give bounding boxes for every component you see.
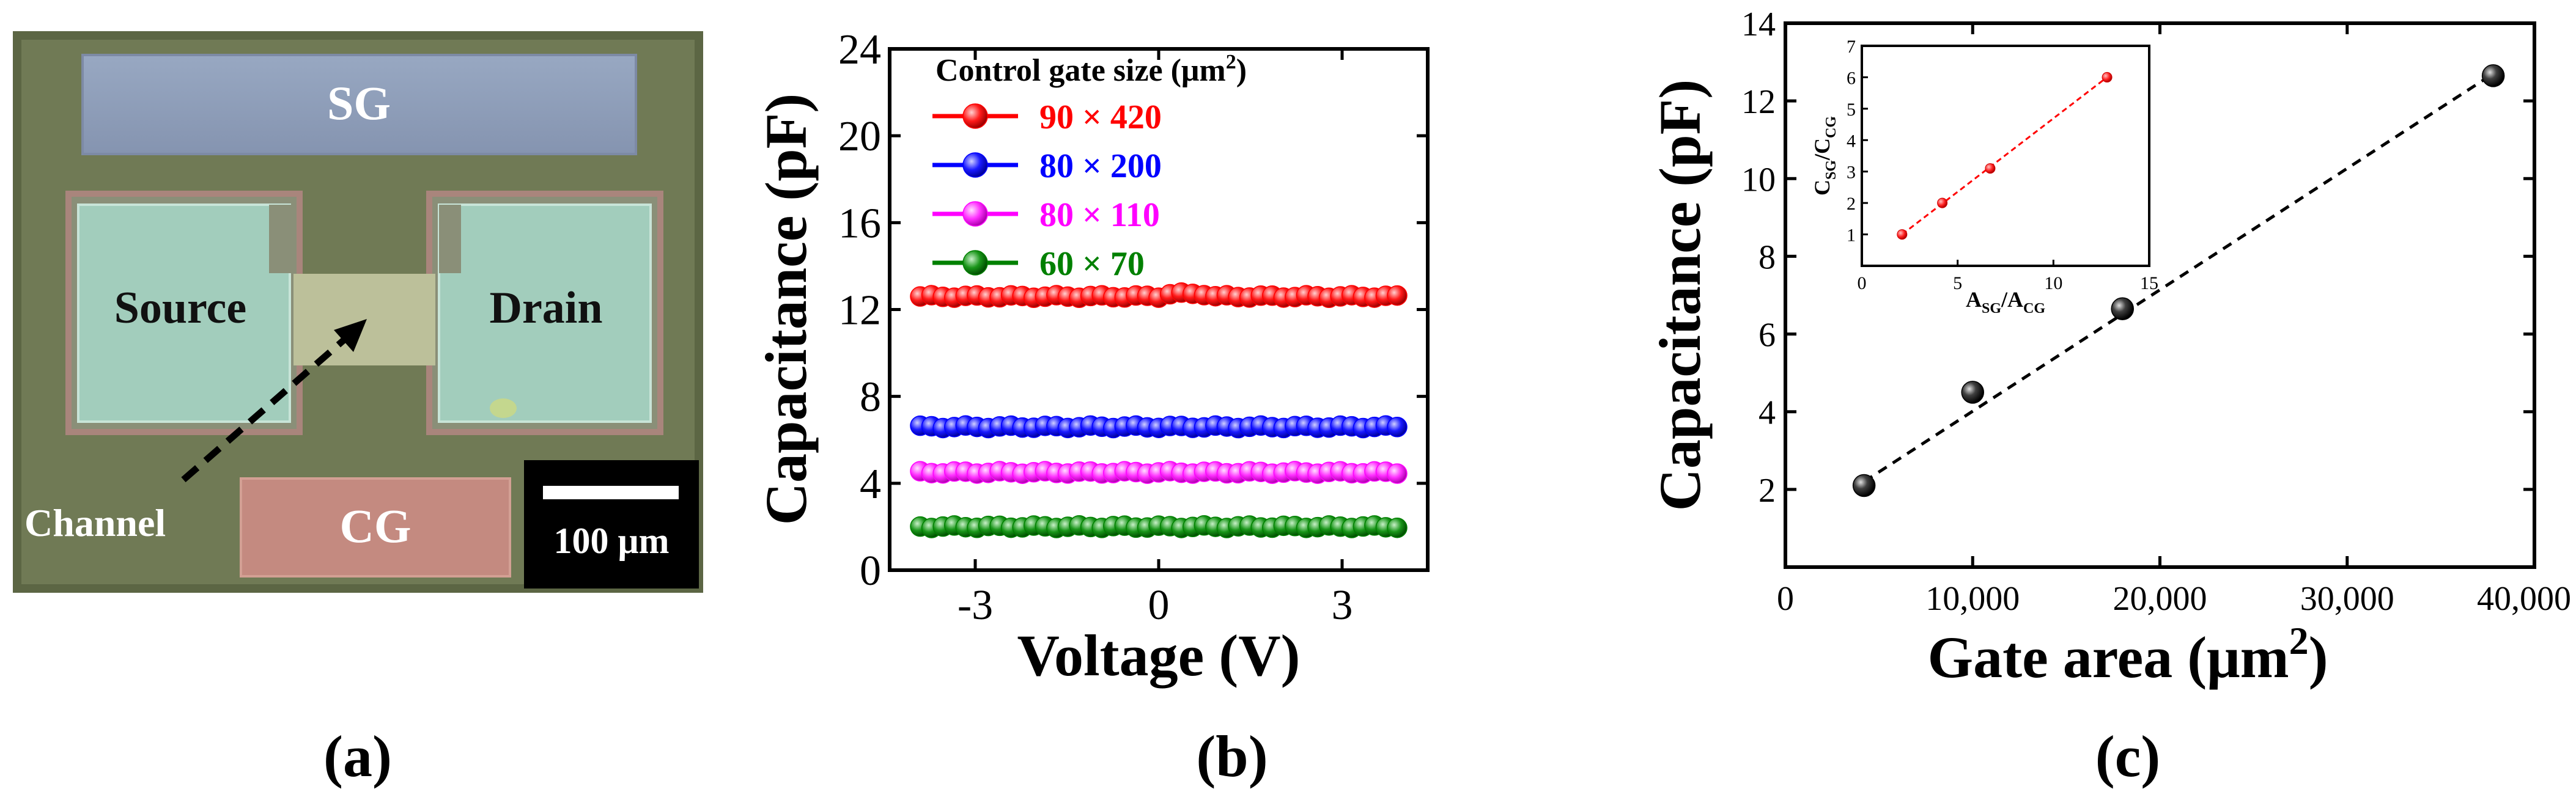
channel-arrow	[181, 332, 352, 483]
y-tick-label: 6	[1759, 317, 1776, 354]
sg-label: SG	[327, 76, 391, 130]
inset-data-point	[1985, 163, 1996, 174]
scale-bar-label: 100 μm	[554, 521, 670, 561]
y-tick-label: 16	[838, 200, 881, 247]
inset-y-tick-label: 2	[1847, 194, 1856, 214]
inset-data-point	[2102, 72, 2113, 82]
legend-marker	[962, 152, 988, 178]
series-1	[910, 282, 1408, 309]
chart-c-xlabel: Gate area (μm2)	[1927, 619, 2328, 690]
legend-marker	[962, 103, 988, 129]
data-point	[1961, 381, 1984, 404]
sg-electrode	[81, 54, 637, 155]
y-tick-label: 0	[860, 548, 881, 595]
scale-bar	[543, 486, 679, 499]
data-point	[1387, 285, 1408, 306]
y-tick-label: 8	[1759, 238, 1776, 276]
data-point	[1852, 474, 1876, 497]
chart-b-ylabel: Capacitance (pF)	[753, 94, 819, 526]
inset-y-tick-label: 5	[1847, 100, 1856, 120]
series-2	[910, 415, 1408, 439]
panel-b-label: (b)	[1196, 724, 1268, 789]
y-tick-label: 12	[838, 287, 881, 334]
drain-label: Drain	[490, 283, 603, 333]
data-point	[1387, 463, 1408, 484]
drain-defect	[490, 398, 517, 418]
inset-fit-line	[1901, 76, 2108, 235]
chart-c-ylabel: Capacitance (pF)	[1647, 79, 1713, 512]
data-point	[1387, 517, 1408, 538]
x-tick-label: 0	[1148, 582, 1170, 629]
x-tick-label: 0	[1777, 580, 1794, 618]
y-tick-label: 12	[1741, 83, 1776, 121]
inset-data-point	[1897, 229, 1908, 240]
x-tick-label: 30,000	[2300, 580, 2394, 618]
channel-label: Channel	[24, 501, 166, 544]
x-tick-label: 20,000	[2113, 580, 2207, 618]
drain-pad	[438, 204, 652, 423]
channel-arrow-head	[334, 319, 367, 352]
inset-y-tick-label: 4	[1847, 131, 1856, 151]
data-point	[1387, 416, 1408, 438]
inset-x-tick-label: 10	[2044, 273, 2062, 293]
inset-x-tick-label: 0	[1858, 273, 1867, 293]
series-4	[910, 515, 1408, 538]
legend-label: 80 × 200	[1039, 147, 1162, 185]
legend-title: Control gate size (μm2)	[936, 51, 1247, 88]
y-tick-label: 4	[860, 461, 881, 508]
fit-line	[1863, 72, 2494, 483]
legend-label: 60 × 70	[1039, 245, 1145, 283]
panel-a-label: (a)	[323, 724, 392, 789]
chart-b-xlabel: Voltage (V)	[1017, 623, 1300, 688]
legend-marker	[962, 250, 988, 276]
y-tick-label: 14	[1741, 6, 1776, 43]
y-tick-label: 8	[860, 374, 881, 421]
inset-x-tick-label: 15	[2140, 273, 2158, 293]
cv-chart: 0 4 8 12 16 20 24 -3 0 3 Control gate size (μm2)…	[753, 26, 1430, 789]
source-notch	[269, 205, 291, 273]
cg-label: CG	[340, 499, 411, 552]
data-point	[2481, 64, 2505, 87]
inset-y-tick-label: 6	[1847, 68, 1856, 88]
source-label: Source	[114, 283, 247, 333]
x-tick-label: 3	[1332, 582, 1353, 629]
scale-bar-box	[524, 460, 699, 588]
micrograph-vignette	[13, 31, 703, 593]
data-point	[2111, 297, 2134, 320]
drain-notch	[439, 205, 461, 273]
inset-xlabel: ASG/ACG	[1966, 287, 2045, 317]
y-tick-label: 10	[1741, 161, 1776, 199]
x-tick-label: 40,000	[2477, 580, 2571, 618]
y-tick-label: 20	[838, 113, 881, 160]
inset-x-tick-label: 5	[1953, 273, 1962, 293]
y-tick-label: 4	[1759, 394, 1776, 432]
micrograph-panel: SG Source Drain CG Channel 100 μm (a)	[13, 31, 703, 789]
panel-c-label: (c)	[2095, 724, 2161, 789]
legend-label: 90 × 420	[1039, 98, 1162, 136]
inset-y-tick-label: 3	[1847, 163, 1856, 183]
source-pad	[77, 204, 291, 423]
x-tick-label: 10,000	[1925, 580, 2020, 618]
x-tick-label: -3	[958, 582, 993, 629]
inset-y-tick-label: 7	[1847, 37, 1856, 57]
y-tick-label: 24	[838, 26, 881, 73]
legend-marker	[962, 201, 988, 227]
inset-ylabel: CSG/CCG	[1810, 116, 1839, 196]
inset-y-tick-label: 1	[1847, 226, 1856, 246]
legend-label: 80 × 110	[1039, 196, 1160, 234]
inset-data-point	[1937, 197, 1948, 208]
y-tick-label: 2	[1759, 472, 1776, 510]
inset-chart: 1 2 3 4 5 6 7 0 5 10 15 CSG/CCG ASG/ACG	[1810, 37, 2158, 317]
channel-region	[293, 274, 435, 365]
series-3	[910, 461, 1408, 484]
cg-electrode	[240, 477, 511, 578]
